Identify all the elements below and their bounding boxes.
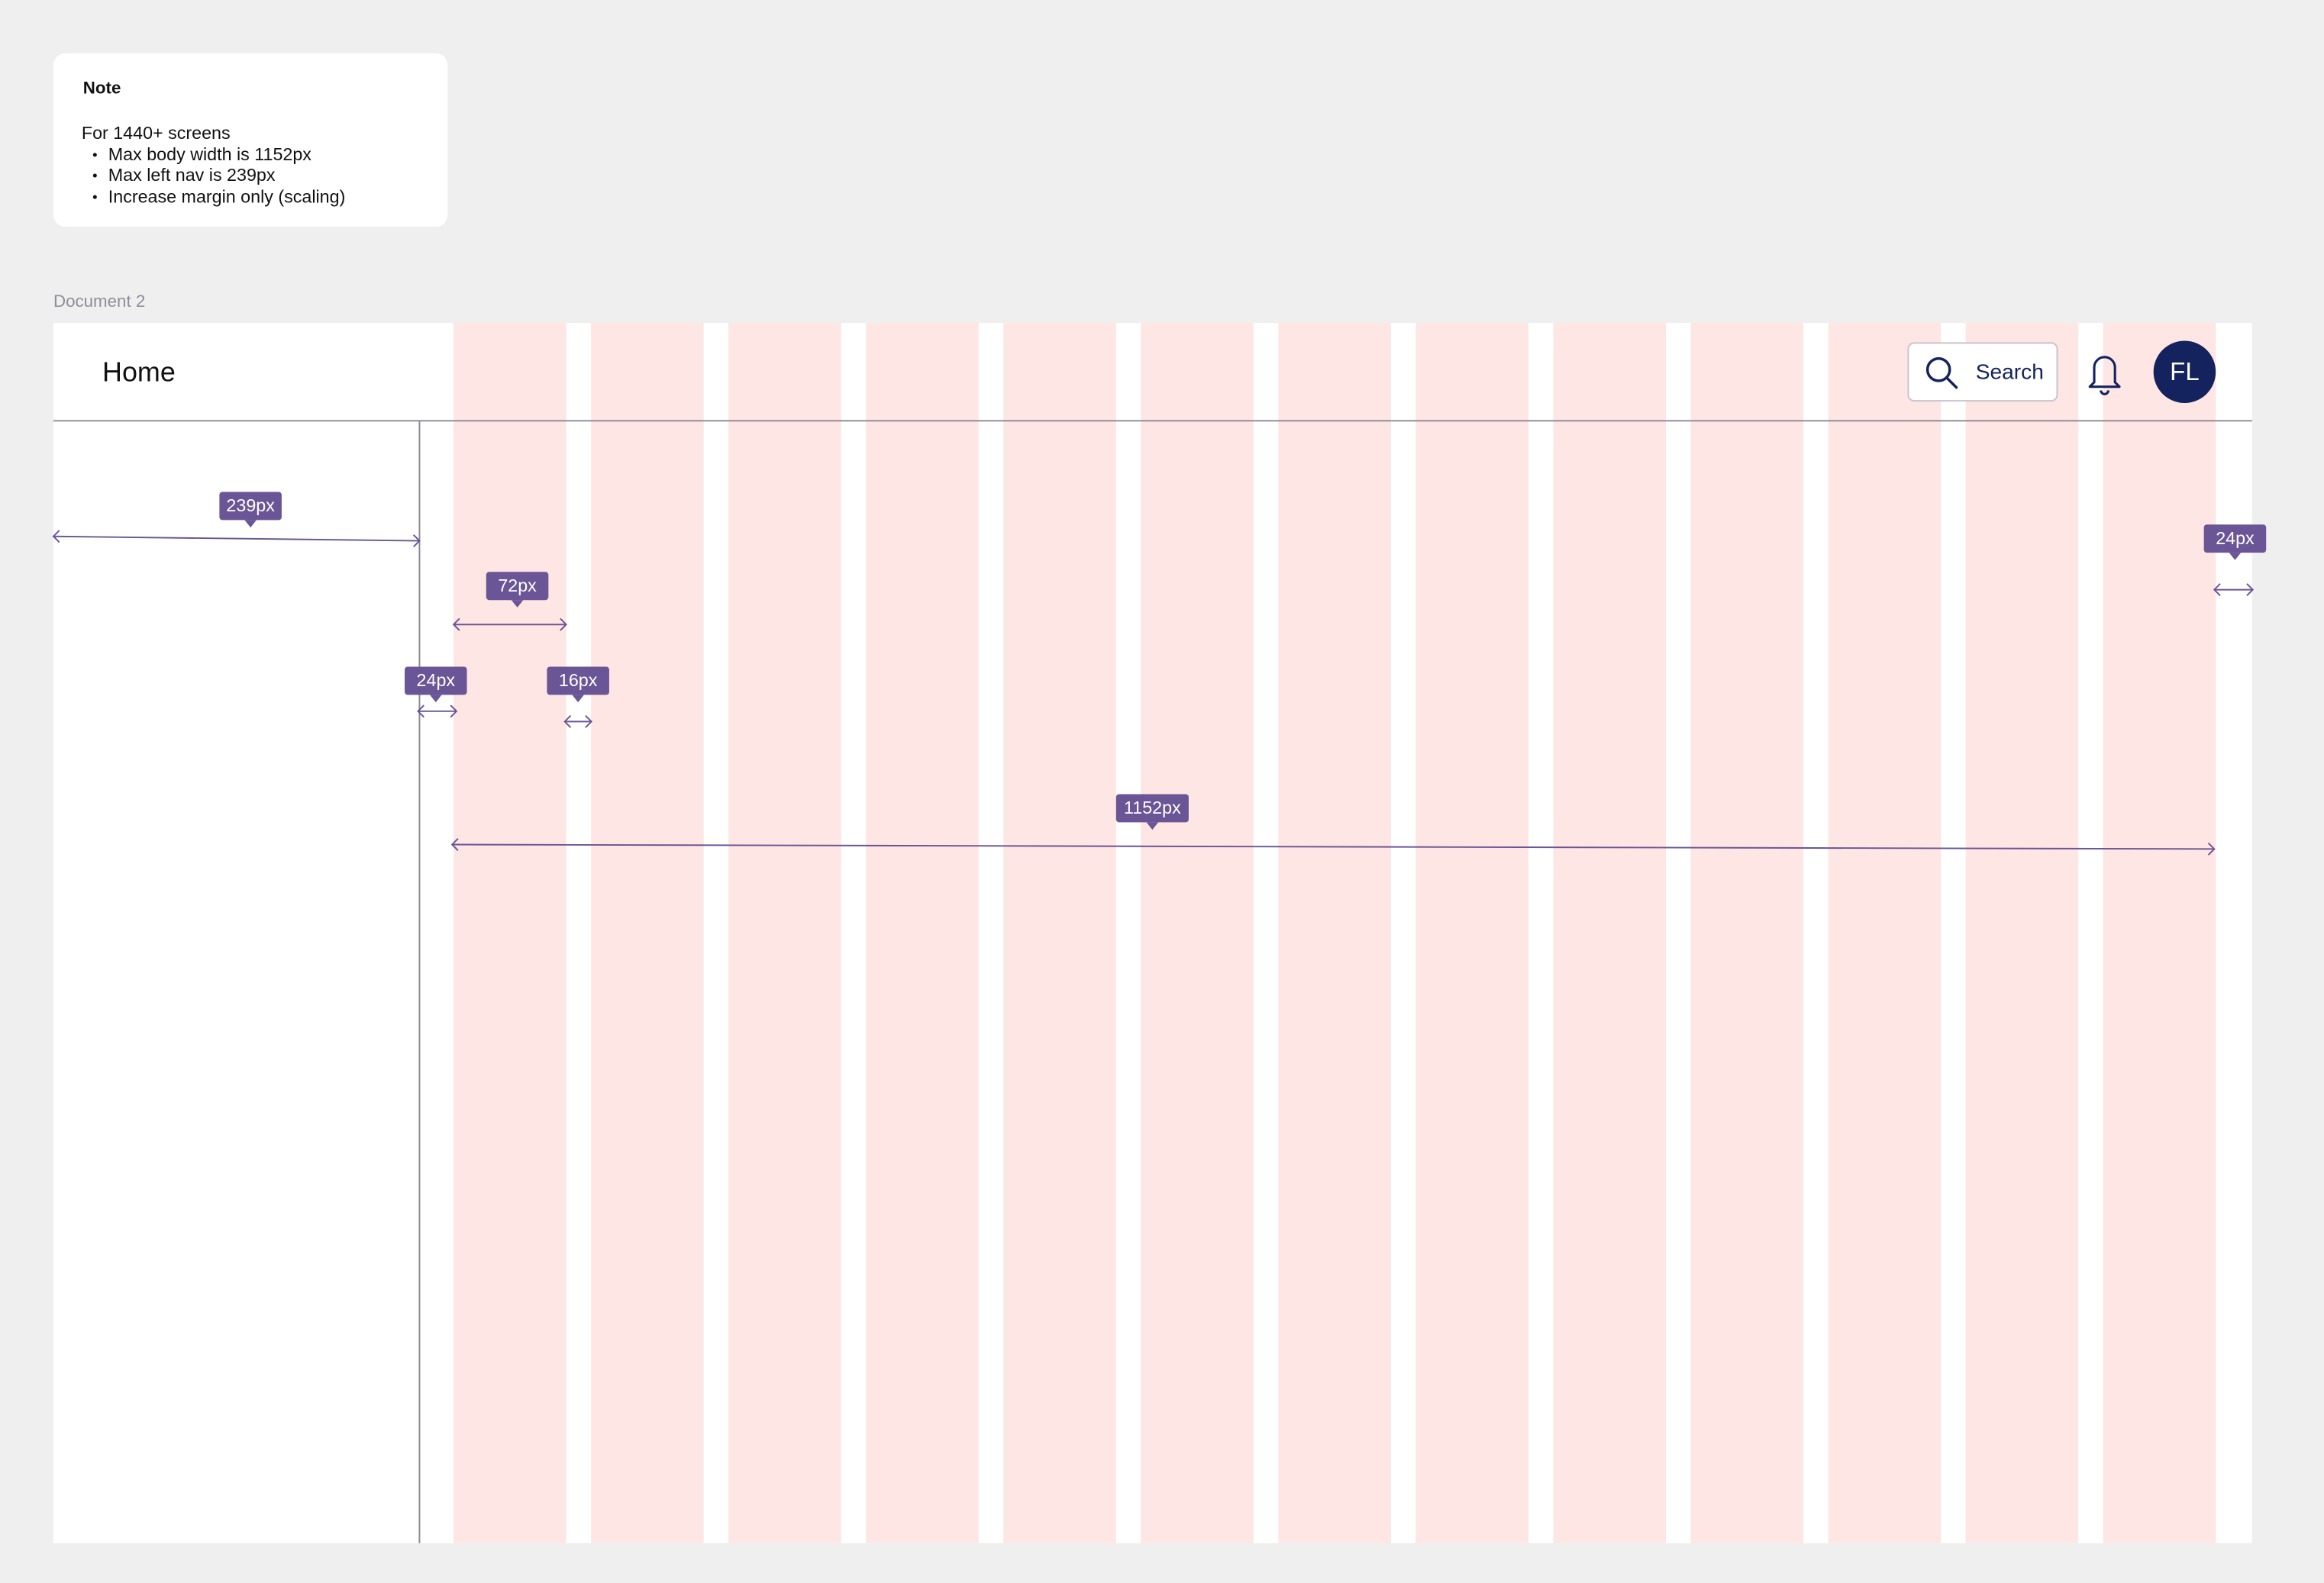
arrow-head bbox=[585, 714, 593, 728]
measurement: 24px bbox=[2203, 524, 2267, 597]
grid-column bbox=[1965, 323, 2079, 1543]
arrow-head bbox=[412, 534, 421, 547]
arrow-head bbox=[2246, 583, 2255, 597]
bullet bbox=[92, 173, 97, 178]
grid-column bbox=[1690, 323, 1804, 1543]
avatar-initials: FL bbox=[2170, 357, 2200, 385]
badge-pointer bbox=[572, 695, 584, 703]
grid-column bbox=[1278, 323, 1391, 1543]
grid-column bbox=[728, 323, 841, 1543]
grid-column bbox=[1415, 323, 1528, 1543]
badge-pointer bbox=[244, 520, 257, 528]
measurement: 16px bbox=[547, 666, 609, 728]
note-item: Increase margin only (scaling) bbox=[108, 186, 346, 206]
measure-badge bbox=[219, 492, 282, 521]
note-item: Max body width is 1152px bbox=[108, 144, 312, 164]
measurement: 24px bbox=[405, 666, 467, 718]
grid-columns bbox=[454, 323, 2216, 1543]
arrow-head bbox=[560, 617, 568, 631]
header-title: Home bbox=[102, 356, 176, 388]
measurement: 72px bbox=[452, 572, 568, 631]
grid-column bbox=[1003, 323, 1116, 1543]
annotations: 239px 72px 24px 16px 1152px 24px bbox=[52, 492, 2267, 856]
measure-badge bbox=[547, 666, 609, 695]
search-box[interactable] bbox=[1907, 342, 2058, 402]
arrow-head bbox=[450, 704, 458, 718]
badge-pointer bbox=[511, 600, 524, 608]
measure-label: 1152px bbox=[1124, 798, 1181, 817]
bullet bbox=[92, 195, 97, 199]
arrow-head bbox=[417, 704, 424, 718]
grid-column bbox=[2103, 323, 2216, 1543]
arrow-head bbox=[450, 838, 459, 851]
measure-badge bbox=[405, 666, 467, 695]
grid-column bbox=[1553, 323, 1667, 1543]
badge-pointer bbox=[430, 695, 442, 703]
badge-pointer bbox=[1146, 822, 1159, 830]
note-item: Max left nav is 239px bbox=[108, 165, 276, 185]
grid-column bbox=[591, 323, 704, 1543]
search-icon bbox=[1925, 357, 1951, 382]
document-label: Document 2 bbox=[53, 292, 145, 311]
grid-column bbox=[454, 323, 566, 1543]
measure-badge bbox=[2203, 524, 2267, 553]
measure-line bbox=[53, 535, 420, 542]
avatar[interactable] bbox=[2153, 340, 2216, 404]
measure-line bbox=[452, 843, 2215, 850]
measure-label: 16px bbox=[559, 670, 598, 690]
note-card bbox=[53, 53, 448, 227]
search-label[interactable]: Search bbox=[1976, 360, 2044, 384]
arrow-head bbox=[52, 530, 60, 543]
arrow-head bbox=[563, 714, 572, 728]
search-icon bbox=[1945, 376, 1958, 389]
arrow-head bbox=[2213, 583, 2221, 597]
measure-label: 24px bbox=[2216, 528, 2255, 548]
grid-column bbox=[866, 323, 979, 1543]
note-intro: For 1440+ screens bbox=[82, 123, 231, 143]
bullet bbox=[92, 153, 97, 157]
grid-column bbox=[1141, 323, 1254, 1543]
measurement: 239px bbox=[52, 492, 421, 547]
measure-label: 72px bbox=[498, 575, 537, 595]
measure-label: 24px bbox=[417, 670, 456, 690]
note-title: Note bbox=[83, 78, 121, 97]
arrow-head bbox=[452, 617, 460, 631]
badge-pointer bbox=[2229, 553, 2242, 560]
grid-column bbox=[1828, 323, 1942, 1543]
arrow-head bbox=[2207, 842, 2216, 856]
measure-label: 239px bbox=[226, 495, 275, 515]
notification-bell[interactable] bbox=[2088, 356, 2121, 395]
measure-badge bbox=[486, 572, 549, 601]
measurement: 1152px bbox=[450, 794, 2216, 856]
measure-badge bbox=[1115, 794, 1189, 823]
